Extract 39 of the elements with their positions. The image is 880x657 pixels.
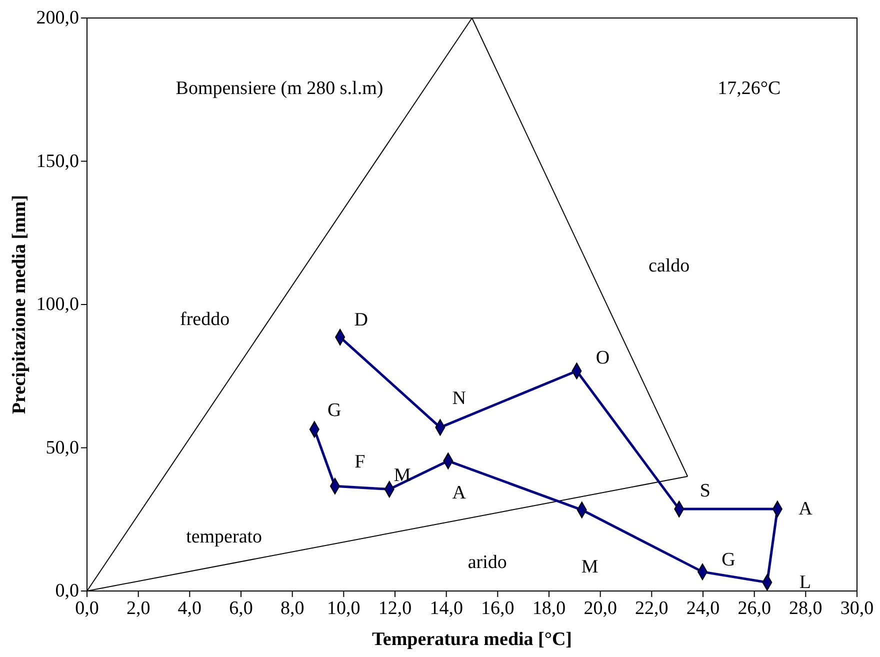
data-label: S <box>700 480 710 502</box>
y-tick-label: 50,0 <box>46 437 79 458</box>
data-label: M <box>394 464 411 486</box>
data-label: D <box>354 310 368 331</box>
data-label: F <box>354 452 366 473</box>
y-tick-label: 100,0 <box>36 294 79 315</box>
x-tick-label: 2,0 <box>126 598 150 619</box>
data-label: G <box>328 400 342 421</box>
x-tick-label: 26,0 <box>738 598 771 619</box>
x-axis-title: Temperatura media [°C] <box>372 629 572 650</box>
x-tick-label: 28,0 <box>789 598 822 619</box>
x-tick-label: 20,0 <box>584 598 617 619</box>
x-tick-label: 10,0 <box>327 598 360 619</box>
x-tick-label: 4,0 <box>178 598 202 619</box>
data-label: A <box>798 498 813 520</box>
y-tick-label: 150,0 <box>36 150 79 172</box>
x-tick-label: 8,0 <box>280 598 304 619</box>
data-label: N <box>452 388 466 409</box>
x-tick-label: 12,0 <box>378 598 412 619</box>
data-label: G <box>722 549 736 570</box>
annotation: freddo <box>180 308 230 330</box>
x-tick-label: 14,0 <box>430 598 463 619</box>
data-label: L <box>799 572 811 593</box>
annotation: temperato <box>186 526 262 548</box>
x-tick-label: 6,0 <box>229 598 253 619</box>
annotation: 17,26°C <box>718 78 781 99</box>
y-tick-label: 200,0 <box>36 8 79 28</box>
data-label: A <box>452 482 466 504</box>
x-tick-label: 18,0 <box>532 598 566 619</box>
x-tick-label: 24,0 <box>686 598 720 619</box>
annotation: caldo <box>648 256 690 277</box>
data-label: O <box>596 347 610 368</box>
x-tick-label: 22,0 <box>635 598 668 619</box>
x-tick-label: 16,0 <box>481 598 514 619</box>
x-tick-label: 30,0 <box>840 598 874 619</box>
data-label: M <box>581 556 598 578</box>
y-axis-title: Precipitazione media [mm] <box>9 194 30 414</box>
annotation: arido <box>468 552 507 573</box>
annotation: Bompensiere (m 280 s.l.m) <box>176 78 384 99</box>
